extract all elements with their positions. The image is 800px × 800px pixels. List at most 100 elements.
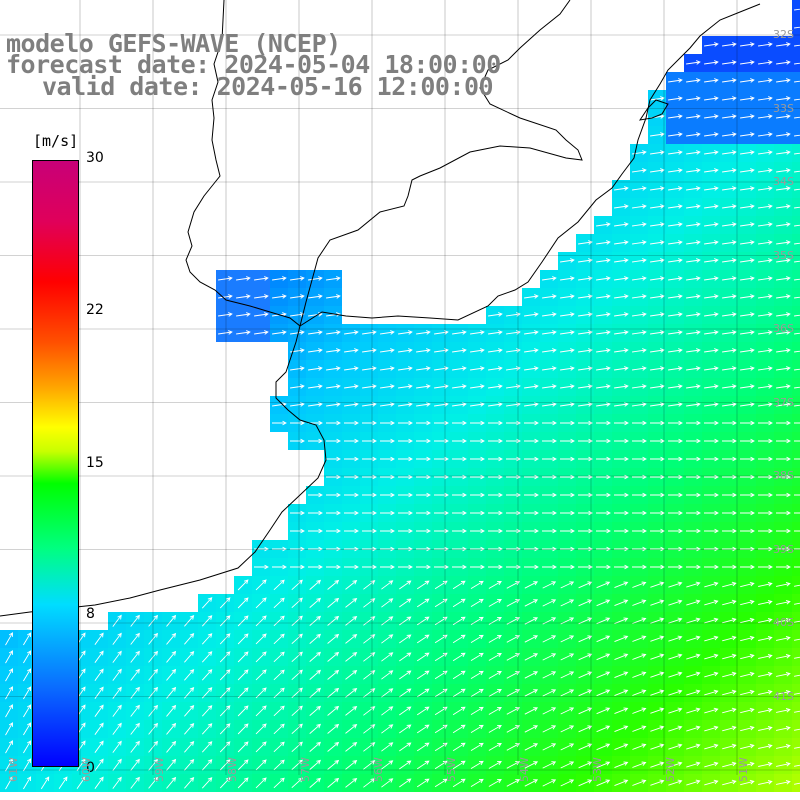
wind-arrow [362,366,377,371]
wind-arrow [650,546,665,552]
wind-arrow [650,366,665,371]
wind-arrow [362,384,377,389]
wind-arrow [166,758,177,771]
wind-arrow [398,564,413,570]
wind-arrow [308,564,323,570]
wind-arrow [758,96,773,101]
wind-arrow [542,276,557,281]
wind-arrow [740,186,755,191]
wind-arrow [758,186,773,191]
wind-arrow [542,420,557,426]
wind-arrow [578,743,593,751]
wind-arrow [524,402,539,407]
wind-arrow [309,705,322,716]
wind-arrow [542,635,557,643]
wind-arrow [524,330,539,335]
wind-arrow [578,384,593,389]
wind-arrow [578,258,593,263]
wind-arrow [184,686,195,699]
wind-arrow [722,581,737,588]
wind-arrow [237,669,249,681]
wind-arrow [632,222,647,227]
wind-arrow [470,420,485,426]
wind-arrow [542,366,557,371]
wind-arrow [488,617,502,625]
wind-arrow [506,492,521,498]
wind-arrow [542,474,557,480]
wind-arrow [506,402,521,407]
wind-arrow [94,650,104,663]
wind-arrow [758,510,773,516]
wind-arrow [506,635,521,643]
wind-arrow [326,456,341,462]
wind-arrow [434,742,448,752]
wind-arrow [668,276,683,281]
wind-arrow [650,564,665,570]
wind-arrow [668,581,683,588]
wind-arrow [452,670,466,680]
wind-arrow [452,598,466,608]
wind-arrow [794,278,800,281]
wind-arrow [344,402,359,407]
wind-arrow [794,296,800,299]
wind-arrow [758,581,773,587]
wind-arrow [506,689,521,697]
wind-arrow [704,312,719,317]
wind-arrow [758,222,773,227]
wind-arrow [506,330,521,335]
wind-arrow [362,564,377,570]
wind-arrow [704,42,719,47]
wind-arrow [130,614,140,627]
longitude-label: 51W [737,757,750,782]
wind-arrow [344,510,359,516]
wind-arrow [434,634,448,644]
wind-arrow [327,633,340,644]
wind-arrow [399,634,412,644]
wind-arrow [345,670,358,680]
wind-arrow [704,168,719,173]
wind-arrow [363,634,376,644]
wind-arrow [344,528,359,534]
wind-arrow [488,779,502,787]
wind-arrow [23,722,32,736]
wind-arrow [758,258,773,263]
wind-arrow [668,420,683,426]
wind-arrow [380,456,395,462]
wind-arrow [237,651,249,663]
wind-arrow [452,616,466,626]
wind-arrow [776,204,791,209]
wind-arrow [524,581,539,589]
wind-arrow [686,150,701,155]
wind-arrow [327,687,340,698]
valid-date: valid date: 2024-05-16 12:00:00 [42,72,494,101]
wind-arrow [668,743,683,750]
wind-arrow [740,492,755,498]
wind-arrow [488,689,502,697]
wind-arrow [776,96,791,101]
wind-arrow [614,438,629,444]
wind-arrow [291,705,303,717]
wind-arrow [668,402,683,407]
wind-arrow [452,330,467,335]
wind-arrow [740,60,755,65]
wind-arrow [506,653,521,661]
wind-arrow [740,546,755,552]
latitude-label: 41S [773,689,794,703]
wind-arrow [488,384,503,389]
wind-arrow [326,276,341,281]
wind-arrow [614,546,629,552]
wind-arrow [614,635,629,643]
wind-arrow [704,330,719,335]
wind-arrow [632,474,647,480]
wind-arrow [794,584,800,587]
wind-arrow [776,546,791,552]
wind-arrow [650,707,665,714]
latitude-label: 38S [773,469,794,482]
wind-arrow [722,150,737,155]
wind-arrow [668,438,683,444]
wind-arrow [399,724,412,734]
wind-arrow [363,724,376,734]
wind-arrow [130,758,140,771]
wind-arrow [255,777,267,789]
wind-arrow [686,564,701,570]
